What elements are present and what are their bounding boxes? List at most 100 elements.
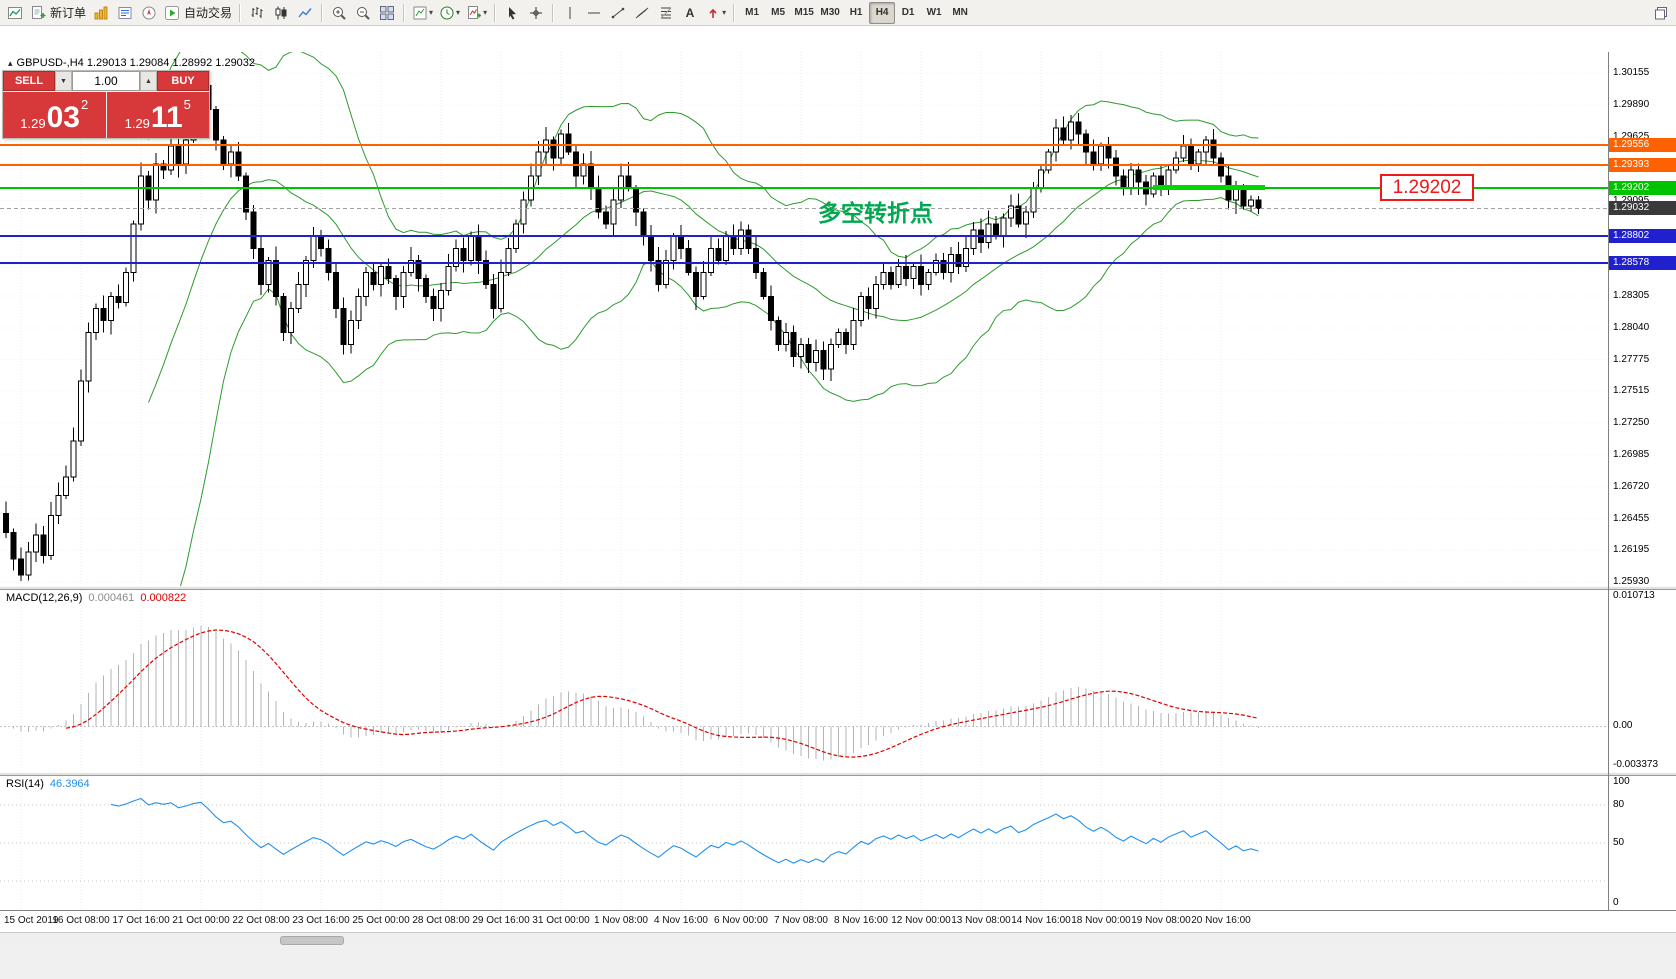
macd-value-main: 0.000461 <box>88 592 135 604</box>
rsi-axis-50: 50 <box>1613 837 1625 848</box>
market-watch-icon <box>118 6 132 19</box>
time-axis-label: 28 Oct 08:00 <box>412 915 470 926</box>
crosshair-icon <box>530 6 543 19</box>
period-button[interactable]: ▾ <box>436 2 463 24</box>
time-axis-label: 23 Oct 16:00 <box>292 915 350 926</box>
timeframe-M1[interactable]: M1 <box>745 7 760 18</box>
price-tick-label: 1.27250 <box>1613 416 1650 428</box>
line-chart-button[interactable] <box>293 2 317 24</box>
horizontal-line-button[interactable] <box>582 2 606 24</box>
timeframe-W1[interactable]: W1 <box>926 7 942 18</box>
timeframe-MN[interactable]: MN <box>952 7 968 18</box>
chart-header-text: GBPUSD-,H4 1.29013 1.29084 1.28992 1.290… <box>16 57 256 69</box>
horizontal-scrollbar[interactable] <box>0 932 1676 945</box>
navigator-button[interactable] <box>137 2 161 24</box>
clock-icon <box>440 6 454 19</box>
scrollbar-handle[interactable] <box>280 936 344 945</box>
horizontal-line-icon <box>588 12 601 13</box>
panel-splitter[interactable] <box>0 772 1676 776</box>
time-axis-label: 19 Nov 08:00 <box>1131 915 1191 926</box>
text-tool-button[interactable]: A <box>678 2 702 24</box>
timeframe-D1[interactable]: D1 <box>901 7 915 18</box>
crosshair-button[interactable] <box>524 2 548 24</box>
macd-axis-bottom: -0.003373 <box>1613 759 1659 770</box>
time-axis[interactable]: 15 Oct 2019 16 Oct 08:00 17 Oct 16:00 21 Oc… <box>0 910 1676 932</box>
buy-price-display[interactable]: 1.29 11 5 <box>106 92 209 138</box>
macd-axis[interactable]: 0.010713 0.00 -0.003373 <box>1609 590 1676 772</box>
zoom-out-button[interactable] <box>351 2 375 24</box>
price-tick-label: 1.26455 <box>1613 512 1650 524</box>
buy-price-pips: 11 <box>150 101 183 134</box>
navigator-icon <box>142 6 156 19</box>
toolbar-separator <box>552 3 555 22</box>
price-level-badge: 1.28578 <box>1609 255 1676 270</box>
rsi-axis[interactable]: 100 80 50 0 <box>1609 776 1676 910</box>
sell-button[interactable]: SELL <box>3 71 55 91</box>
window-restore-button[interactable] <box>1649 2 1673 24</box>
sell-price-display[interactable]: 1.29 03 2 <box>3 92 106 138</box>
new-order-button[interactable]: 新订单 <box>27 2 89 24</box>
chart-annotation-text[interactable]: 多空转折点 <box>818 200 933 226</box>
indicators-button[interactable]: ▾ <box>463 2 490 24</box>
tile-windows-button[interactable] <box>375 2 399 24</box>
arrows-button[interactable]: ▾ <box>702 2 729 24</box>
timeframe-M30[interactable]: M30 <box>820 7 840 18</box>
time-axis-label: 6 Nov 00:00 <box>714 915 768 926</box>
volume-input[interactable]: 1.00 <box>72 71 140 91</box>
rsi-axis-80: 80 <box>1613 799 1625 810</box>
templates-button[interactable]: ▾ <box>409 2 436 24</box>
fibonacci-button[interactable] <box>654 2 678 24</box>
autotrade-label: 自动交易 <box>184 6 233 20</box>
time-axis-label: 13 Nov 08:00 <box>951 915 1011 926</box>
rsi-axis-100: 100 <box>1613 776 1630 787</box>
highlight-segment[interactable] <box>1153 185 1265 190</box>
volume-decrease-button[interactable]: ▼ <box>55 71 72 91</box>
oneclick-toggle-icon[interactable]: ▴ <box>8 58 13 68</box>
timeframe-M5[interactable]: M5 <box>771 7 786 18</box>
timeframe-M15[interactable]: M15 <box>794 7 814 18</box>
market-watch-button[interactable] <box>113 2 137 24</box>
time-axis-label: 14 Nov 16:00 <box>1011 915 1071 926</box>
candlestick-chart-button[interactable] <box>269 2 293 24</box>
channel-icon <box>635 7 649 18</box>
price-level-badge: 1.29202 <box>1609 180 1676 195</box>
candlestick-chart-icon <box>275 6 287 19</box>
time-axis-label: 4 Nov 16:00 <box>654 915 708 926</box>
bar-chart-button[interactable] <box>245 2 269 24</box>
channel-button[interactable] <box>630 2 654 24</box>
vertical-line-button[interactable] <box>558 2 582 24</box>
macd-canvas[interactable] <box>0 590 1608 772</box>
volume-increase-button[interactable]: ▲ <box>140 71 157 91</box>
arrows-icon <box>709 8 717 18</box>
timeframe-H4[interactable]: H4 <box>869 1 896 24</box>
vertical-line-icon <box>569 6 571 19</box>
trendline-button[interactable] <box>606 2 630 24</box>
rsi-value: 46.3964 <box>49 778 90 790</box>
price-tick-label: 1.27775 <box>1613 353 1650 365</box>
buy-button[interactable]: BUY <box>157 71 209 91</box>
one-click-trading-panel: SELL ▼ 1.00 ▲ BUY 1.29 03 2 1.29 11 5 <box>2 70 210 139</box>
panel-splitter[interactable] <box>0 586 1676 590</box>
toolbar: 新订单 自动交易 <box>0 0 1676 26</box>
price-tick-label: 1.29095 <box>1613 194 1650 206</box>
autotrade-button[interactable]: 自动交易 <box>161 2 235 24</box>
time-axis-label: 1 Nov 08:00 <box>594 915 648 926</box>
zoom-in-button[interactable] <box>327 2 351 24</box>
chart-header: ▴ GBPUSD-,H4 1.29013 1.29084 1.28992 1.29… <box>8 57 255 69</box>
price-tick-label: 1.30155 <box>1613 67 1650 78</box>
price-tick-label: 1.29625 <box>1613 130 1650 142</box>
time-axis-label: 7 Nov 08:00 <box>774 915 828 926</box>
charts-button[interactable] <box>89 2 113 24</box>
cursor-button[interactable] <box>500 2 524 24</box>
price-level-box[interactable]: 1.29202 <box>1380 174 1474 201</box>
rsi-axis-0: 0 <box>1613 897 1619 908</box>
rsi-canvas[interactable] <box>0 776 1608 910</box>
price-axis[interactable]: 1.30155 1.29890 1.29625 1.29095 1.28305 1.280… <box>1609 52 1676 587</box>
fibonacci-icon <box>660 7 672 18</box>
price-chart-canvas[interactable] <box>0 52 1608 586</box>
status-strip <box>0 945 1676 979</box>
price-tick-label: 1.29890 <box>1613 98 1650 110</box>
time-axis-label: 18 Nov 00:00 <box>1071 915 1131 926</box>
new-chart-button[interactable] <box>3 2 27 24</box>
timeframe-H1[interactable]: H1 <box>849 7 863 18</box>
